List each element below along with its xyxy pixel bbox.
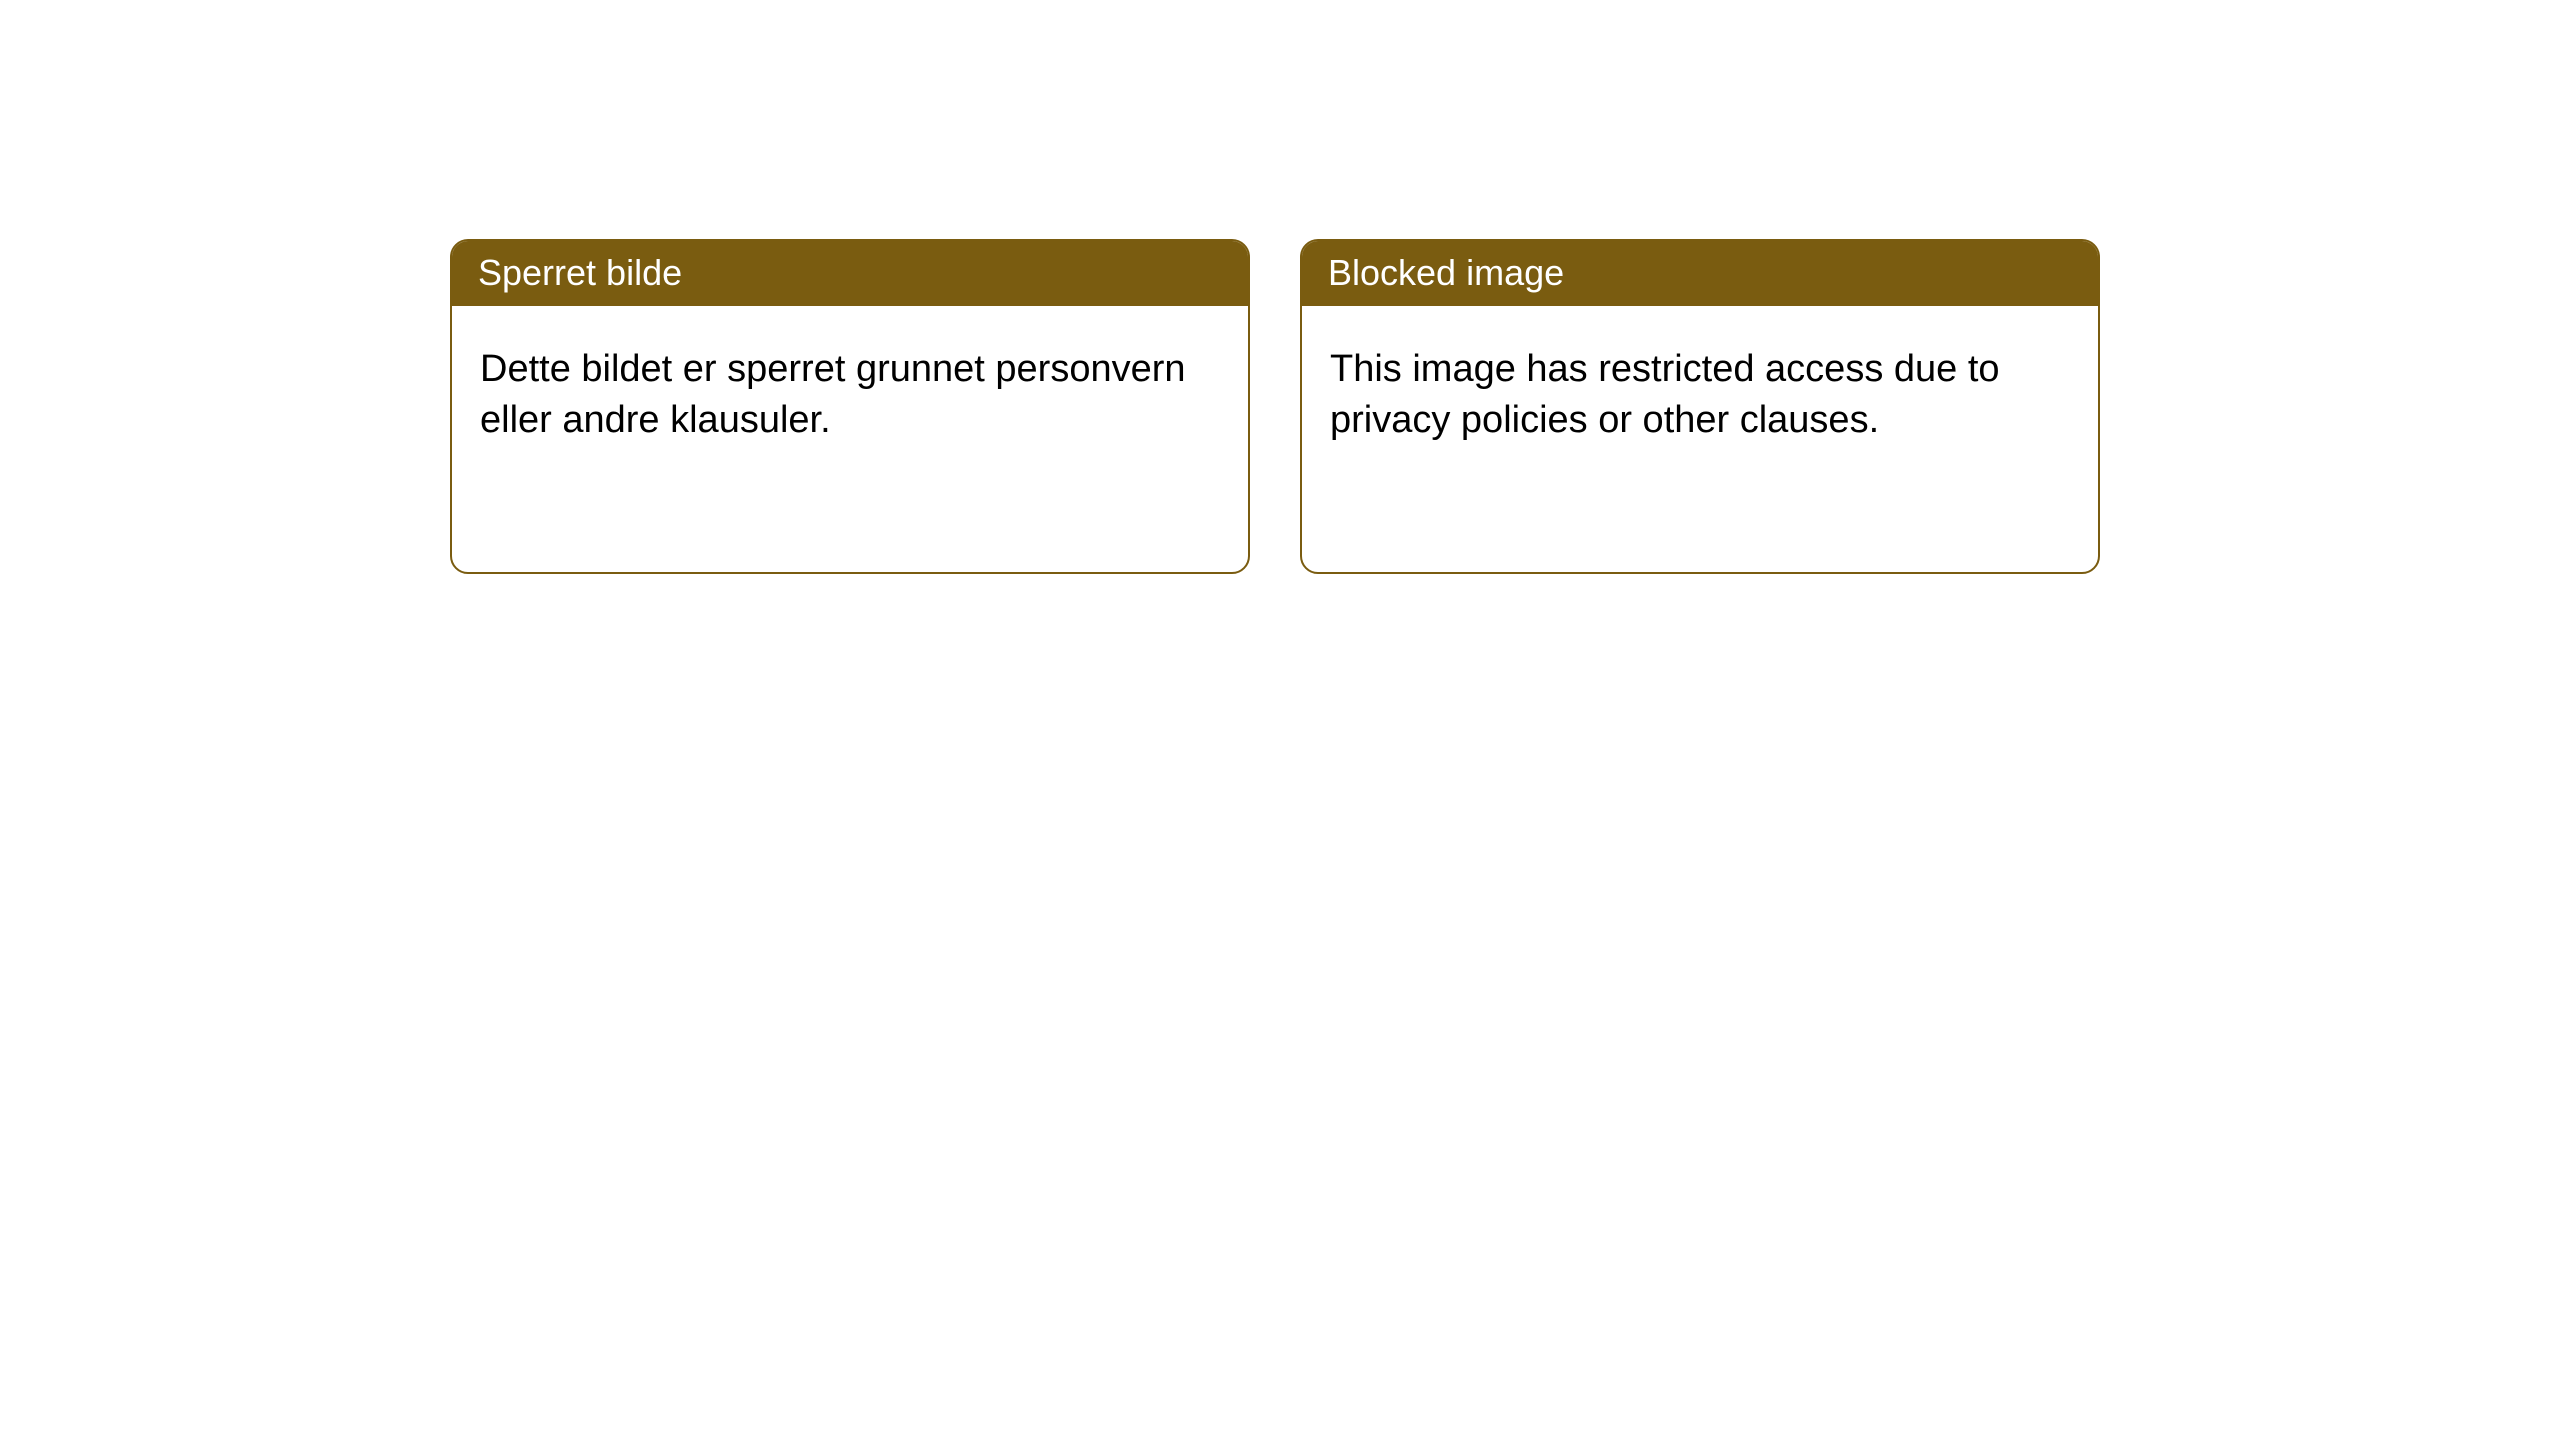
notice-header: Sperret bilde <box>452 241 1248 306</box>
notice-card-norwegian: Sperret bilde Dette bildet er sperret gr… <box>450 239 1250 574</box>
notice-body: Dette bildet er sperret grunnet personve… <box>452 306 1248 475</box>
notice-body: This image has restricted access due to … <box>1302 306 2098 475</box>
notice-container: Sperret bilde Dette bildet er sperret gr… <box>0 0 2560 574</box>
notice-card-english: Blocked image This image has restricted … <box>1300 239 2100 574</box>
notice-header: Blocked image <box>1302 241 2098 306</box>
